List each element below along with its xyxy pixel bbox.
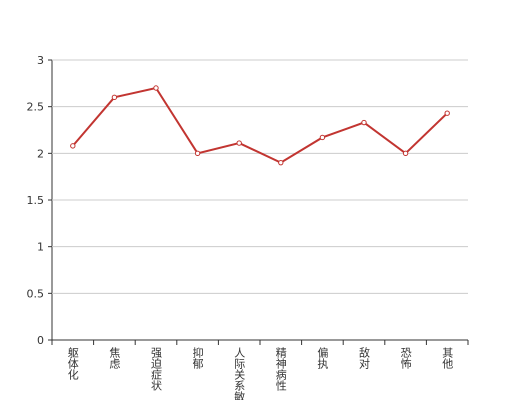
y-tick-label: 2: [37, 147, 44, 160]
y-tick-label: 1.5: [27, 194, 45, 207]
x-tick-label: 精神病性: [274, 347, 287, 392]
point: [319, 134, 326, 141]
point: [153, 85, 159, 91]
x-tick-label: 敌对: [358, 346, 371, 369]
x-tick-label: 强迫症状: [150, 347, 163, 391]
point: [194, 150, 201, 157]
point: [278, 159, 284, 166]
point: [236, 140, 242, 146]
line: [72, 86, 448, 164]
point: [444, 110, 450, 116]
y-tick-label: 3: [37, 54, 44, 67]
point: [70, 143, 76, 149]
x-tick-label: 抑郁: [191, 346, 204, 369]
x-tick-label: 其他: [441, 347, 454, 369]
y-tick-label: 0.5: [27, 287, 45, 300]
point: [402, 150, 409, 157]
x-tick-label: 恐怖: [399, 347, 412, 369]
x-tick-label: 人际关系敏感: [233, 347, 246, 400]
x-tick-label: 偏执: [316, 346, 329, 370]
y-tick-label: 1: [37, 241, 44, 254]
x-tick-label: 躯体化: [66, 347, 79, 381]
y-tick-label: 0: [37, 334, 44, 347]
point: [111, 94, 118, 101]
x-tick-label: 焦虑: [108, 347, 121, 369]
y-tick-label: 2.5: [27, 101, 45, 114]
point: [361, 119, 367, 126]
